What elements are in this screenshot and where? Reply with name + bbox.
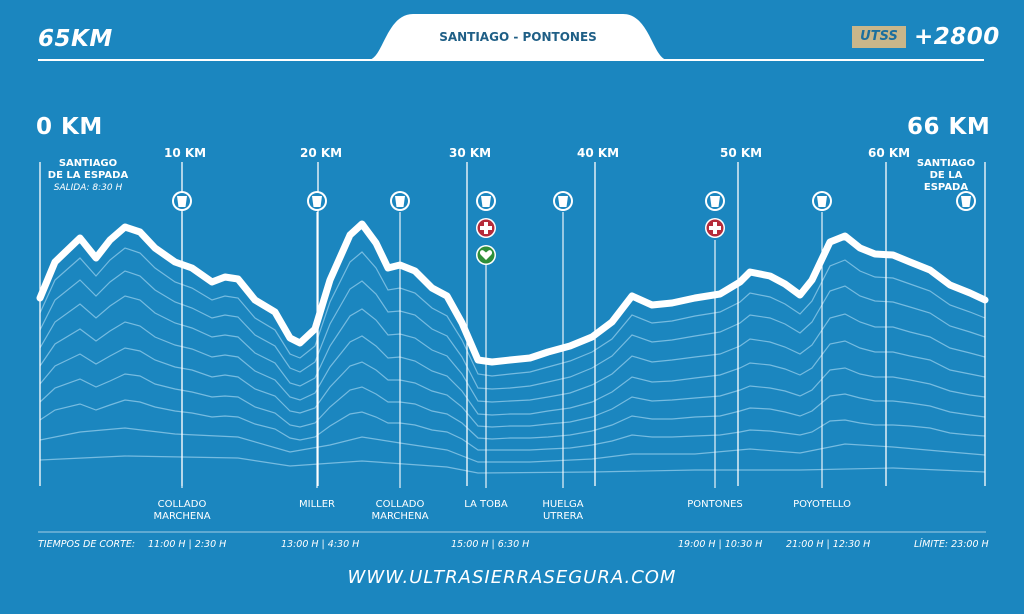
first-aid-cross-icon [476, 218, 496, 238]
contour-line [40, 399, 985, 451]
cutoff-limit: LÍMITE: 23:00 H [914, 539, 989, 550]
cutoff-label: TIEMPOS DE CORTE: [38, 539, 136, 550]
cutoff-time: 11:00 H | 2:30 H [148, 539, 227, 550]
water-glass-icon [705, 191, 725, 211]
station-poyotello: POYOTELLO [793, 499, 851, 510]
finish-line2: DE LA ESPADA [923, 170, 969, 193]
profile-line [36, 220, 989, 366]
start-line1: SANTIAGO [58, 158, 118, 169]
station-la-toba: LA TOBA [464, 499, 508, 510]
start-location: SANTIAGO DE LA ESPADA SALIDA: 8:30 H [38, 158, 138, 194]
cutoff-time: 21:00 H | 12:30 H [786, 539, 871, 550]
contour-line [40, 347, 985, 428]
contour-line [40, 321, 985, 416]
route-tab [368, 14, 668, 60]
station-pontones: PONTONES [687, 499, 743, 510]
website-url[interactable]: WWW.ULTRASIERRASEGURA.COM [347, 567, 677, 588]
water-glass-icon [553, 191, 573, 211]
route-title: SANTIAGO - PONTONES [439, 30, 597, 44]
first-aid-cross-icon [705, 218, 725, 238]
total-distance: 65KM [38, 26, 113, 52]
tick-10km: 10 KM [164, 146, 207, 160]
contour-line [40, 270, 985, 390]
station-collado-marchena-2: COLLADO MARCHENA [371, 499, 429, 522]
contour-line [40, 373, 985, 440]
tick-50km: 50 KM [720, 146, 763, 160]
station-collado-marchena-1: COLLADO MARCHENA [153, 499, 211, 522]
tick-20km: 20 KM [300, 146, 343, 160]
finish-location: SANTIAGO DE LA ESPADA [906, 158, 986, 194]
utss-badge: UTSS [852, 26, 906, 48]
cutoff-time: 13:00 H | 4:30 H [281, 539, 360, 550]
water-glass-icon [812, 191, 832, 211]
contour-line [40, 455, 985, 474]
cutoff-time: 19:00 H | 10:30 H [678, 539, 763, 550]
water-glass-icon [390, 191, 410, 211]
elevation-gain: +2800 [914, 24, 1000, 50]
contour-line [40, 295, 985, 403]
end-km-label: 66 KM [907, 114, 991, 140]
cutoff-time: 15:00 H | 6:30 H [451, 539, 530, 550]
heart-icon [476, 245, 496, 265]
water-glass-icon [307, 191, 327, 211]
tick-30km: 30 KM [449, 146, 492, 160]
water-glass-icon [476, 191, 496, 211]
station-miller: MILLER [299, 499, 335, 510]
contour-line [40, 247, 985, 377]
water-glass-icon [172, 191, 192, 211]
start-km-label: 0 KM [36, 114, 103, 140]
water-glass-icon [956, 191, 976, 211]
start-line2: DE LA ESPADA [47, 170, 129, 181]
header-divider [38, 59, 984, 61]
departure-time: SALIDA: 8:30 H [53, 183, 123, 193]
station-huelga-utrera: HUELGA UTRERA [542, 499, 584, 522]
tick-40km: 40 KM [577, 146, 620, 160]
finish-line1: SANTIAGO [916, 158, 976, 169]
contour-line [40, 427, 985, 463]
tick-60km: 60 KM [868, 146, 911, 160]
